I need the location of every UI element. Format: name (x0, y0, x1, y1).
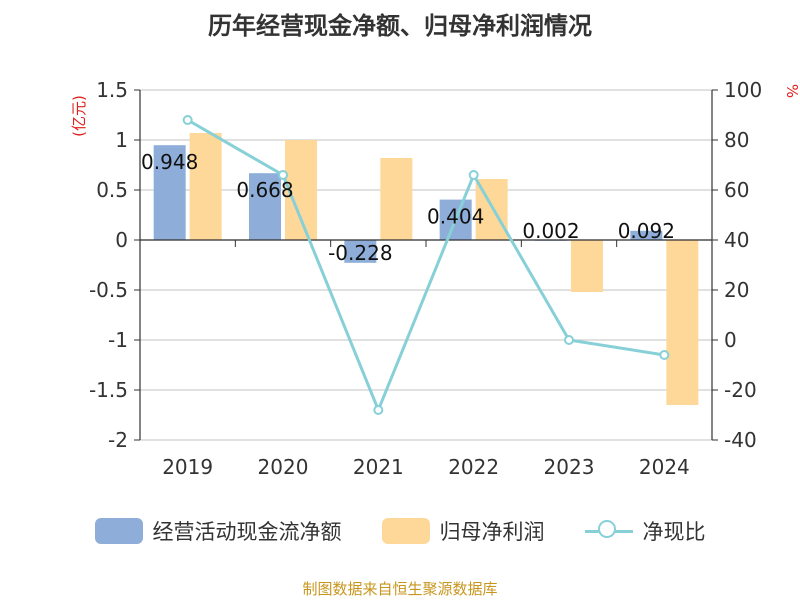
legend-label-cashflow: 经营活动现金流净额 (152, 520, 342, 544)
left-tick-label: -1.5 (89, 378, 128, 402)
legend-swatch-cashflow (94, 518, 143, 544)
chart-title: 历年经营现金净额、归母净利润情况 (208, 12, 592, 40)
left-tick-label: 0 (115, 228, 128, 252)
right-tick-label: 80 (724, 128, 749, 152)
x-tick-label: 2024 (639, 455, 690, 479)
bar-cashflow (630, 230, 663, 240)
left-tick-label: -1 (108, 328, 128, 352)
ratio-line (186, 118, 665, 414)
bar-net-profit (666, 240, 699, 405)
data-label-cashflow: 0.948 (141, 150, 198, 174)
ratio-point (659, 350, 670, 360)
legend-label-ratio: 净现比 (642, 520, 706, 544)
left-tick-label: 1 (115, 128, 128, 152)
bar-net-profit (189, 133, 222, 240)
data-label-cashflow: 0.002 (522, 219, 579, 243)
right-tick-label: -20 (724, 378, 757, 402)
data-label-cashflow: 0.668 (236, 178, 293, 202)
left-tick-label: 0.5 (96, 178, 128, 202)
left-tick-label: 1.5 (96, 78, 128, 102)
x-tick-label: 2022 (448, 455, 499, 479)
bar-cashflow (153, 145, 186, 240)
left-tick-label: -2 (108, 428, 128, 452)
bar-cashflow (249, 173, 281, 240)
data-label-cashflow: 0.404 (427, 205, 484, 229)
legend-item-ratio[interactable]: 净现比 (584, 516, 706, 546)
legend-item-cashflow[interactable]: 经营活动现金流净额 (94, 516, 342, 546)
x-tick-label: 2019 (162, 455, 213, 479)
x-tick-label: 2021 (353, 455, 404, 479)
right-tick-label: 0 (724, 328, 737, 352)
ratio-point (468, 170, 479, 180)
data-label-cashflow: -0.228 (328, 241, 392, 265)
right-tick-label: 60 (724, 178, 749, 202)
ratio-point (564, 335, 574, 345)
right-tick-label: 20 (724, 278, 749, 302)
legend-label-net-profit: 归母净利润 (439, 520, 545, 544)
ratio-point (373, 405, 384, 415)
right-tick-label: 40 (724, 228, 749, 252)
x-tick-label: 2023 (544, 455, 595, 479)
legend-swatch-ratio (584, 518, 633, 544)
ratio-point (278, 170, 288, 180)
x-tick-label: 2020 (258, 455, 309, 479)
legend-swatch-net-profit (381, 518, 430, 544)
legend: 经营活动现金流净额 归母净利润 净现比 (0, 516, 800, 546)
right-axis-unit: % (783, 84, 800, 98)
bar-cashflow (344, 240, 377, 263)
bar-net-profit (571, 240, 603, 292)
source-note: 制图数据来自恒生聚源数据库 (302, 580, 498, 598)
ratio-point (182, 115, 193, 125)
right-tick-label: 100 (724, 78, 762, 102)
bar-net-profit (380, 158, 413, 240)
data-label-cashflow: 0.092 (618, 219, 675, 243)
left-tick-label: -0.5 (89, 278, 128, 302)
legend-item-net-profit[interactable]: 归母净利润 (381, 516, 545, 546)
right-tick-label: -40 (724, 428, 757, 452)
left-axis-unit: (亿元) (70, 95, 88, 137)
